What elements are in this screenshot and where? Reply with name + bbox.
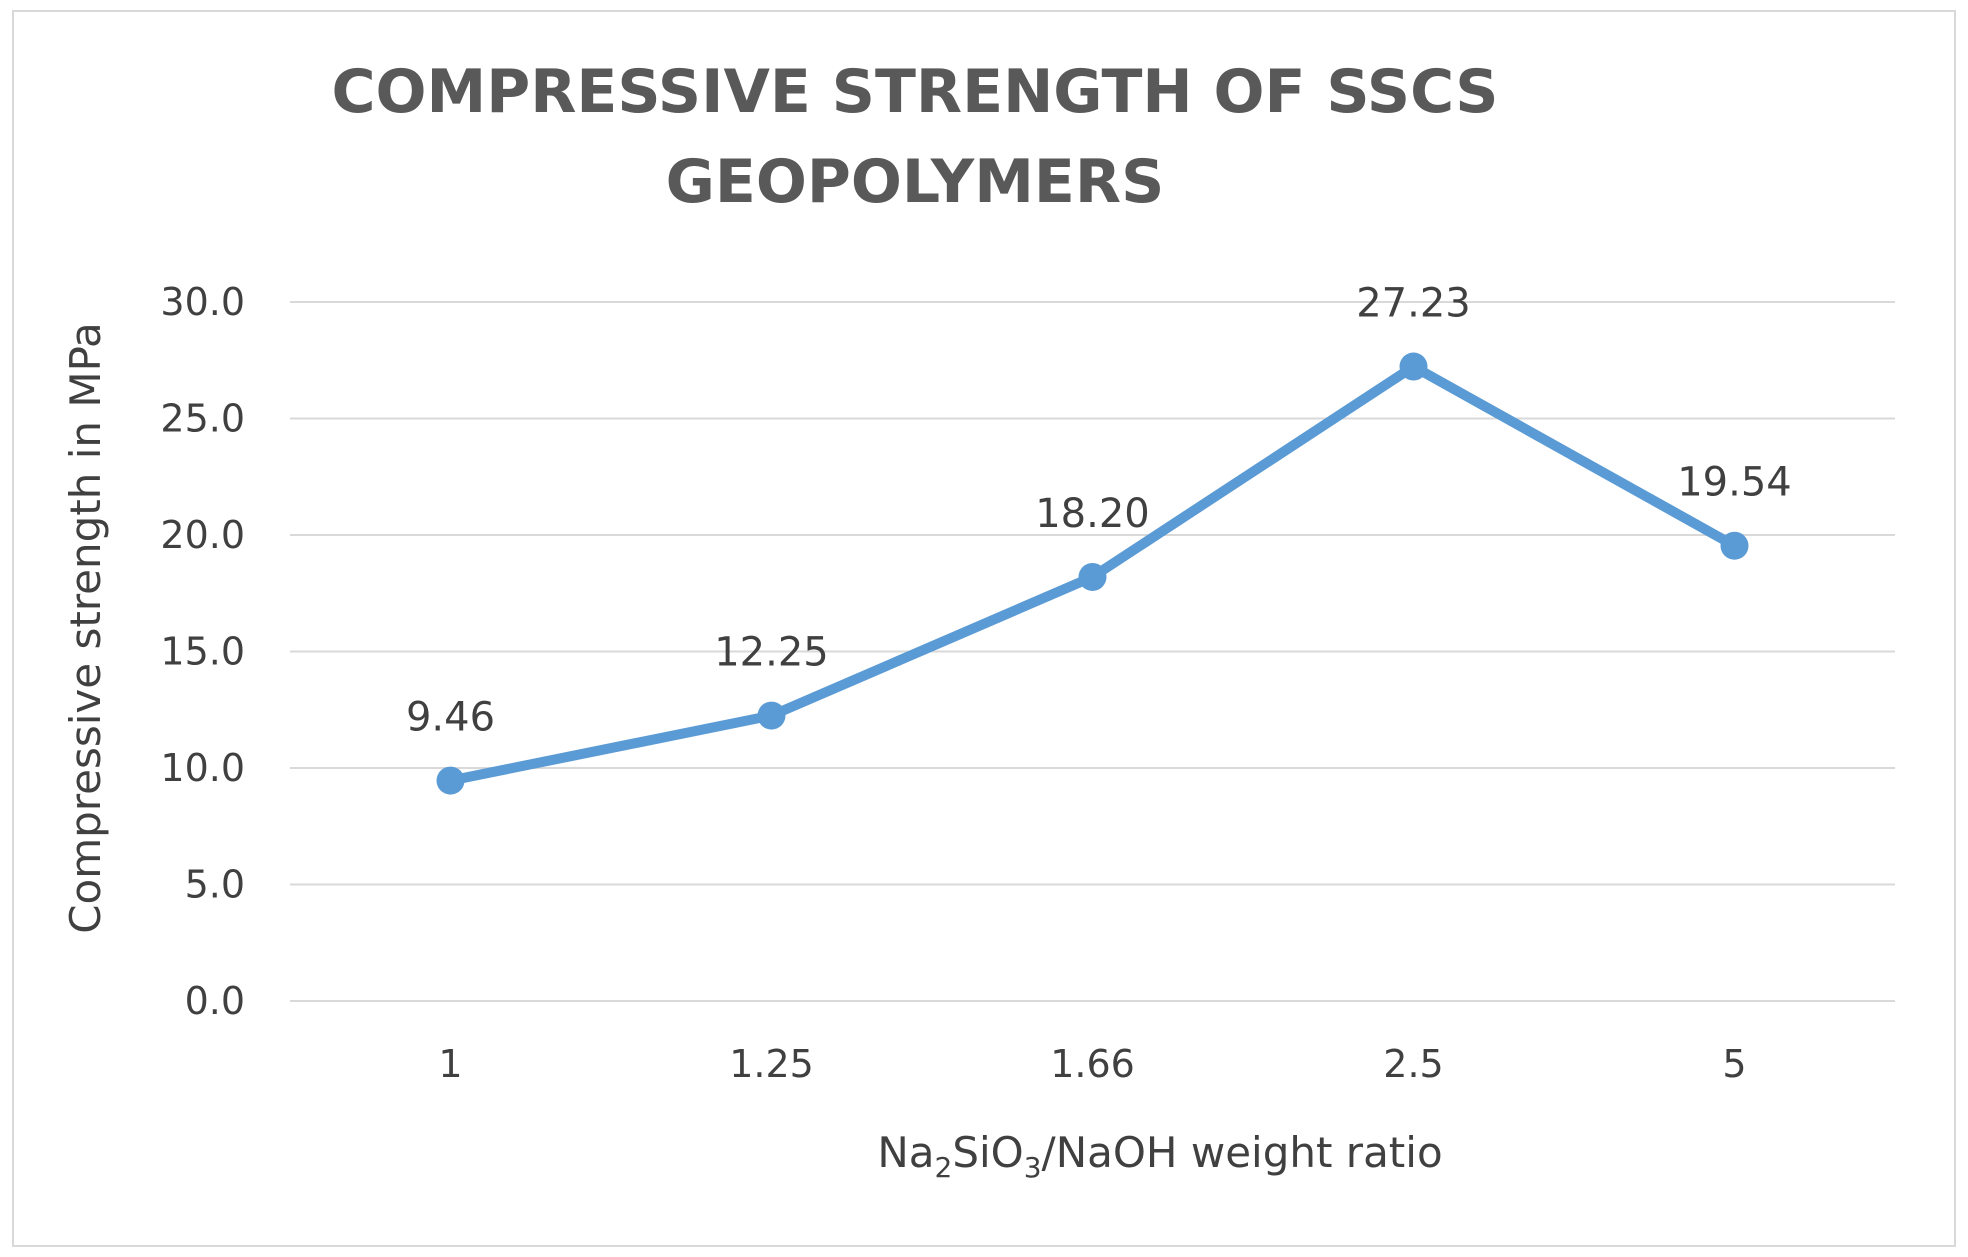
y-tick-label: 10.0 xyxy=(160,746,245,790)
gridlines xyxy=(290,301,1895,1002)
y-tick-label: 30.0 xyxy=(160,280,245,324)
data-point xyxy=(757,701,786,730)
data-point xyxy=(1399,352,1428,381)
x-tick-label: 1 xyxy=(438,1042,462,1086)
y-tick-label: 5.0 xyxy=(185,863,245,907)
x-tick-label: 2.5 xyxy=(1383,1042,1443,1086)
data-points xyxy=(436,352,1749,795)
y-tick-label: 20.0 xyxy=(160,513,245,557)
x-axis-title: Na2SiO3/NaOH weight ratio xyxy=(877,1128,1442,1184)
data-label: 19.54 xyxy=(1677,460,1792,506)
data-label: 12.25 xyxy=(714,630,829,676)
y-axis-title: Compressive strength in MPa xyxy=(61,322,110,934)
data-point xyxy=(1078,562,1107,591)
data-point xyxy=(1720,531,1749,560)
data-label: 27.23 xyxy=(1356,281,1471,327)
data-labels: 9.46 12.25 18.20 27.23 19.54 xyxy=(406,281,1792,741)
y-tick-label: 25.0 xyxy=(160,397,245,441)
x-axis-tick-labels: 1 1.25 1.66 2.5 5 xyxy=(438,1042,1746,1086)
data-label: 9.46 xyxy=(406,695,495,741)
chart-title-line-2: GEOPOLYMERS xyxy=(666,147,1165,217)
x-tick-label: 1.25 xyxy=(729,1042,814,1086)
data-point xyxy=(436,766,465,795)
y-axis-tick-labels: 0.0 5.0 10.0 15.0 20.0 25.0 30.0 xyxy=(160,280,245,1023)
data-label: 18.20 xyxy=(1035,491,1150,537)
y-tick-label: 0.0 xyxy=(185,979,245,1023)
x-tick-label: 1.66 xyxy=(1050,1042,1135,1086)
y-tick-label: 15.0 xyxy=(160,630,245,674)
x-tick-label: 5 xyxy=(1722,1042,1746,1086)
chart-title-line-1: COMPRESSIVE STRENGTH OF SSCS xyxy=(331,57,1498,127)
